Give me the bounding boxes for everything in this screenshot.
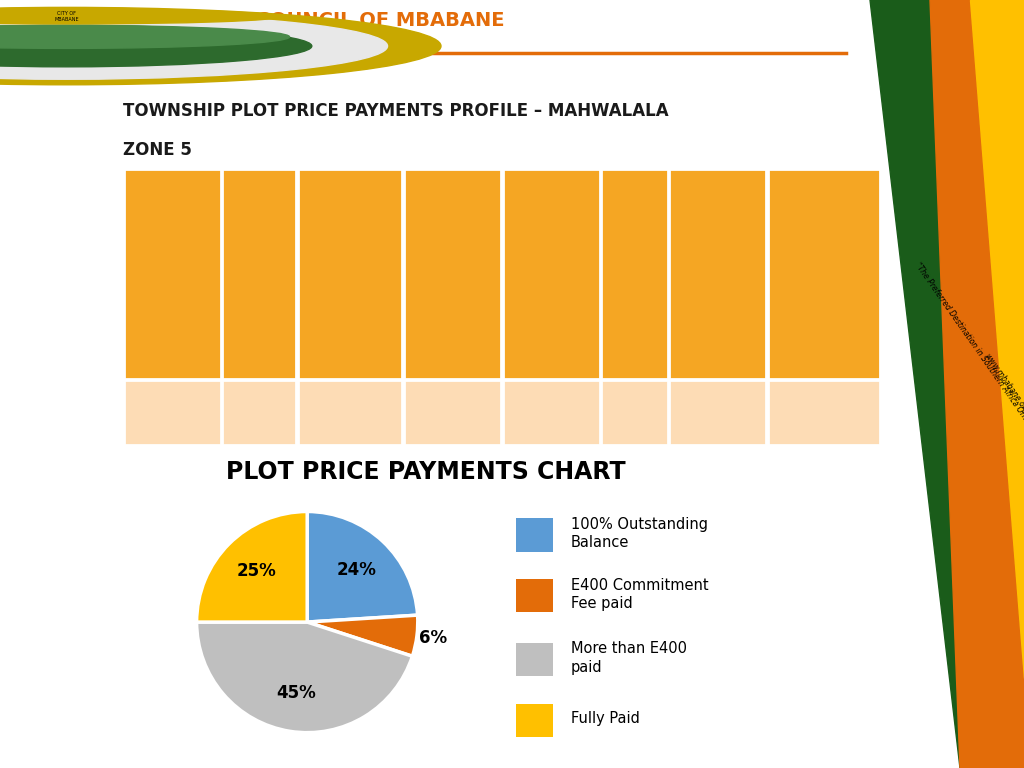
Text: TOTAL
NUMBER
OF
PLOTS: TOTAL NUMBER OF PLOTS: [229, 250, 271, 297]
Ellipse shape: [0, 25, 311, 67]
Ellipse shape: [0, 9, 281, 24]
Text: ZONE 5: ZONE 5: [123, 141, 191, 159]
FancyBboxPatch shape: [222, 169, 296, 379]
Text: MUNICIPAL COUNCIL OF MBABANE: MUNICIPAL COUNCIL OF MBABANE: [129, 11, 505, 30]
FancyBboxPatch shape: [516, 579, 553, 612]
FancyBboxPatch shape: [124, 379, 220, 445]
FancyBboxPatch shape: [503, 169, 599, 379]
FancyBboxPatch shape: [222, 379, 296, 445]
FancyBboxPatch shape: [516, 518, 553, 551]
Text: PLOTS
WITH
MORE
THAN
E400
PAYMENT: PLOTS WITH MORE THAN E400 PAYMENT: [510, 238, 555, 310]
Polygon shape: [870, 0, 1024, 768]
Text: 6%: 6%: [419, 629, 447, 647]
FancyBboxPatch shape: [298, 379, 402, 445]
FancyBboxPatch shape: [503, 379, 599, 445]
Text: E400 Commitment
Fee paid: E400 Commitment Fee paid: [571, 578, 709, 611]
Text: MAHWALALA
ZONE 5: MAHWALALA ZONE 5: [131, 402, 198, 424]
FancyBboxPatch shape: [516, 643, 553, 676]
Text: 46: 46: [412, 408, 425, 418]
Circle shape: [0, 13, 387, 79]
FancyBboxPatch shape: [516, 703, 553, 737]
Circle shape: [0, 8, 441, 84]
Text: TOWNSHIP PLOT PRICE PAYMENTS PROFILE – MAHWALALA: TOWNSHIP PLOT PRICE PAYMENTS PROFILE – M…: [123, 102, 669, 121]
FancyBboxPatch shape: [768, 379, 880, 445]
Text: www.mbabane.org.sz: www.mbabane.org.sz: [983, 352, 1024, 424]
Polygon shape: [970, 0, 1024, 678]
Text: 24%: 24%: [337, 561, 377, 578]
Text: More than E400
paid: More than E400 paid: [571, 641, 687, 675]
Polygon shape: [930, 0, 1024, 768]
Text: 25%: 25%: [237, 562, 276, 581]
Wedge shape: [197, 622, 413, 733]
Text: FULLY
PAID
PLOTS: FULLY PAID PLOTS: [608, 257, 639, 291]
Text: 45%: 45%: [276, 684, 315, 702]
Wedge shape: [307, 511, 418, 622]
Text: PLOT PRICE PAYMENTS CHART: PLOT PRICE PAYMENTS CHART: [226, 460, 626, 485]
Text: 66: 66: [775, 408, 788, 418]
Wedge shape: [307, 615, 418, 656]
Text: 139: 139: [677, 408, 696, 418]
FancyBboxPatch shape: [404, 379, 501, 445]
Text: Fully Paid: Fully Paid: [571, 711, 640, 727]
Text: PLOTS WITH
100%
OUTSTANDING
BALANCE: PLOTS WITH 100% OUTSTANDING BALANCE: [305, 250, 376, 297]
Text: LEASES
AWAITING
REGISTRATION: LEASES AWAITING REGISTRATION: [775, 257, 846, 291]
Wedge shape: [197, 511, 307, 622]
FancyBboxPatch shape: [768, 169, 880, 379]
Text: 820: 820: [229, 408, 250, 418]
Text: "The Preferred Destination in Southern Africa Offering Quality Life": "The Preferred Destination in Southern A…: [913, 260, 1024, 475]
FancyBboxPatch shape: [404, 169, 501, 379]
FancyBboxPatch shape: [601, 169, 668, 379]
Text: TOWNSHIP: TOWNSHIP: [131, 270, 184, 278]
Text: CITY OF
MBABANE: CITY OF MBABANE: [54, 12, 79, 22]
Text: 100% Outstanding
Balance: 100% Outstanding Balance: [571, 517, 708, 551]
Text: 205: 205: [608, 408, 629, 418]
Text: NUMBER OF
LEASES
REGISTERED: NUMBER OF LEASES REGISTERED: [677, 257, 737, 291]
Text: PLOTS
THAT
HAVE
BEEN
COMMITED
FOR (E400
PAYMENT): PLOTS THAT HAVE BEEN COMMITED FOR (E400 …: [412, 232, 464, 316]
Ellipse shape: [0, 25, 290, 48]
FancyBboxPatch shape: [298, 169, 402, 379]
Text: 373: 373: [510, 408, 530, 418]
FancyBboxPatch shape: [124, 169, 220, 379]
Text: 196: 196: [305, 408, 326, 418]
FancyBboxPatch shape: [601, 379, 668, 445]
FancyBboxPatch shape: [670, 169, 766, 379]
FancyBboxPatch shape: [670, 379, 766, 445]
